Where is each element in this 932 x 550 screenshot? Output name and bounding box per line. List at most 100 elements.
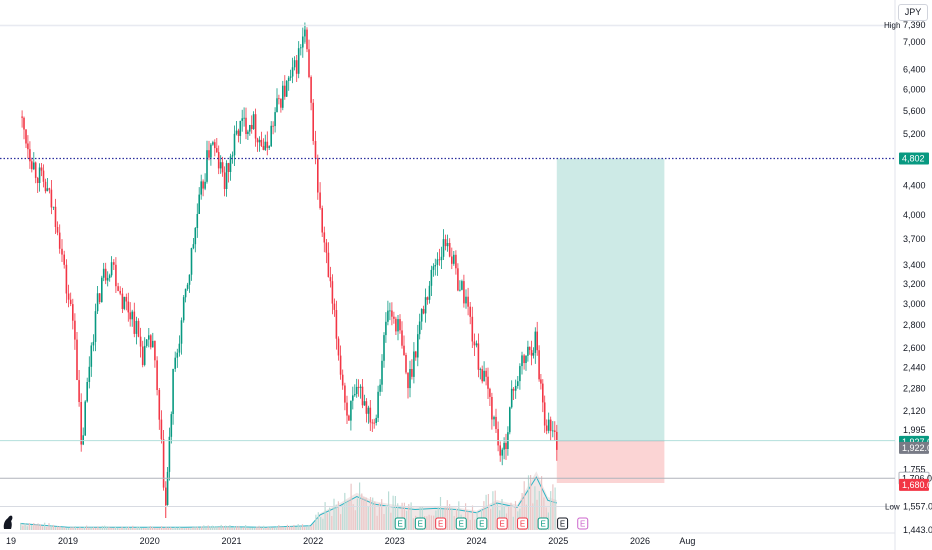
volume-bar: [426, 516, 428, 530]
volume-bar: [492, 491, 494, 530]
volume-fill: [20, 471, 557, 530]
candle: [335, 310, 338, 339]
candle: [512, 388, 515, 391]
candle: [359, 386, 362, 388]
earnings-marker-10[interactable]: E: [577, 517, 589, 530]
candle: [331, 281, 334, 304]
volume-bar: [490, 508, 492, 530]
candle: [36, 177, 39, 183]
y-tick-label: 3,000: [903, 299, 926, 309]
candle: [168, 436, 171, 472]
volume-bar: [406, 510, 408, 530]
volume-bar: [449, 504, 451, 530]
candle: [323, 232, 326, 243]
candle: [119, 290, 121, 294]
volume-bar: [110, 527, 112, 530]
volume-bar: [77, 528, 79, 530]
time-axis: 19 2019 2020 2021 2022 2023 2024 2025 2026 Aug: [6, 536, 695, 546]
candle: [499, 445, 501, 456]
candle: [80, 402, 82, 445]
volume-bar: [211, 525, 214, 530]
volume-bar: [158, 527, 160, 530]
volume-bar: [388, 491, 390, 530]
candle: [375, 417, 377, 423]
volume-bar: [238, 525, 240, 530]
candle: [150, 335, 152, 348]
tradingview-logo-icon[interactable]: [3, 515, 13, 529]
candle: [383, 335, 385, 361]
volume-bar: [352, 504, 354, 530]
candle: [74, 320, 76, 340]
candle: [483, 370, 485, 382]
candle: [337, 338, 340, 356]
volume-bar: [394, 496, 396, 530]
y-tick-label: 5,600: [903, 106, 926, 116]
candle: [451, 256, 453, 264]
volume-bar: [104, 525, 106, 530]
candle: [247, 131, 249, 134]
earnings-marker-2[interactable]: E: [414, 517, 426, 530]
candle: [355, 386, 358, 395]
candle: [415, 351, 417, 358]
volume-bar: [119, 528, 121, 530]
volume-bar: [469, 519, 471, 530]
volume-bar: [458, 501, 460, 530]
volume-bar: [247, 528, 249, 530]
candle: [202, 181, 204, 189]
volume-bar: [176, 527, 179, 530]
candle: [176, 352, 179, 358]
volume-bar: [369, 497, 372, 530]
earnings-marker-6[interactable]: E: [496, 517, 508, 530]
candle: [276, 98, 278, 113]
candle: [357, 386, 360, 388]
candle: [430, 269, 433, 286]
earnings-marker-1[interactable]: E: [394, 517, 406, 530]
volume-bar: [324, 502, 326, 530]
candle: [280, 98, 282, 108]
candle: [501, 449, 503, 456]
candle: [438, 259, 441, 261]
candle: [235, 130, 238, 134]
price-candles: [21, 22, 558, 519]
earnings-marker-5[interactable]: E: [476, 517, 488, 530]
volume-bar: [361, 493, 363, 530]
volume-bar: [508, 505, 510, 530]
earnings-marker-label: E: [500, 520, 505, 529]
volume-bar: [496, 503, 498, 530]
volume-bar: [322, 518, 324, 530]
candle: [123, 296, 126, 309]
candle: [272, 125, 274, 127]
volume-bar: [278, 525, 280, 530]
earnings-marker-8[interactable]: E: [537, 517, 549, 530]
candle: [300, 47, 302, 49]
volume-bar: [320, 517, 322, 530]
earnings-marker-4[interactable]: E: [455, 517, 467, 530]
y-tick-label: 4,400: [903, 181, 926, 191]
candle: [387, 310, 389, 322]
candle: [547, 419, 550, 431]
candle: [317, 158, 319, 193]
candle: [139, 336, 142, 347]
earnings-marker-3[interactable]: E: [435, 517, 447, 530]
earnings-marker-7[interactable]: E: [517, 517, 529, 530]
candle: [44, 181, 47, 192]
volume-bar: [501, 499, 503, 530]
candle: [293, 60, 296, 68]
candle: [208, 150, 210, 158]
candle: [54, 206, 57, 227]
volume-bar: [392, 495, 394, 530]
currency-badge[interactable]: JPY: [898, 4, 928, 21]
candle: [459, 289, 461, 291]
volume-bar: [216, 526, 218, 530]
candle: [52, 206, 55, 208]
candle: [186, 284, 189, 289]
volume-bar: [251, 527, 253, 530]
earnings-marker-9[interactable]: E: [557, 517, 569, 530]
high-label-text: High: [884, 21, 900, 30]
x-tick-label: 2026: [630, 536, 650, 546]
volume-bar: [378, 503, 380, 530]
volume-bar: [143, 528, 145, 530]
volume-bar: [304, 527, 306, 530]
candle: [440, 256, 443, 261]
